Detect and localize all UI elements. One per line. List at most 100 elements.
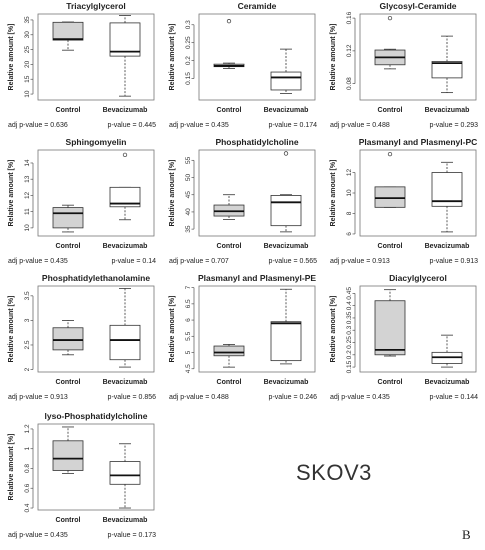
cell-line-label: SKOV3 bbox=[296, 460, 372, 485]
boxplot-svg: Phosphatidylcholine 35 40 45 50 55 Relative am… bbox=[169, 137, 318, 265]
y-tick-label: 0.6 bbox=[24, 483, 31, 492]
boxplot-svg: Diacylglycerol 0.150.20.25 0.30.350.40.45 R… bbox=[330, 273, 479, 401]
p-value: p-value = 0.246 bbox=[269, 394, 318, 401]
x-category-label: Control bbox=[378, 379, 403, 386]
outlier-point bbox=[283, 151, 289, 156]
p-value: p-value = 0.144 bbox=[430, 394, 479, 401]
y-axis-label: Relative amount [%] bbox=[8, 24, 15, 91]
p-value: p-value = 0.445 bbox=[108, 122, 157, 129]
x-category-label: Control bbox=[56, 107, 81, 114]
y-tick-label: 0.15 bbox=[346, 360, 353, 373]
chart-title: Phosphatidylethanolamine bbox=[42, 273, 150, 283]
y-tick-label: 10 bbox=[24, 90, 31, 98]
y-tick-label: 5 bbox=[185, 350, 192, 354]
x-category-label: Control bbox=[217, 107, 242, 114]
chart-title: Sphingomyelin bbox=[66, 137, 127, 147]
y-tick-label: 0.4 bbox=[346, 301, 353, 310]
y-axis-label: Relative amount [%] bbox=[330, 296, 337, 363]
y-axis-label: Relative amount [%] bbox=[169, 296, 176, 363]
y-tick-label: 1.2 bbox=[24, 424, 31, 433]
box-bevacizumab bbox=[109, 22, 141, 57]
y-tick-label: 11 bbox=[24, 208, 31, 215]
y-tick-label: 0.2 bbox=[346, 350, 353, 359]
chart-panel-diacylglycerol: Diacylglycerol 0.15 0.2 0.25 0.3 0.35 0.4 0.45 R… bbox=[326, 272, 484, 408]
x-category-label: Bevacizumab bbox=[425, 107, 470, 114]
outlier-point bbox=[387, 15, 393, 21]
plot-frame bbox=[198, 13, 316, 101]
y-tick-label: 6 bbox=[346, 232, 353, 236]
y-tick-label: 5.5 bbox=[185, 331, 192, 340]
chart-panel-plasmanyl-pe: Plasmanyl and Plasmenyl-PE 4.5 5 5.5 6 6.5 7 Re… bbox=[165, 272, 323, 408]
y-tick-label: 0.4 bbox=[24, 503, 31, 512]
chart-title: Phosphatidylcholine bbox=[215, 137, 298, 147]
y-tick-label: 0.25 bbox=[346, 336, 353, 349]
plot-frame bbox=[37, 285, 155, 373]
p-value: p-value = 0.565 bbox=[269, 258, 318, 265]
y-axis-label: Relative amount [%] bbox=[330, 24, 337, 91]
y-tick-label: 3.5 bbox=[24, 291, 31, 300]
boxplot-svg: Triacylglycerol 10 15 20 25 30 35 Relative amou… bbox=[8, 1, 157, 129]
x-category-label: Bevacizumab bbox=[264, 243, 309, 250]
box-control bbox=[52, 327, 84, 351]
outlier-point bbox=[226, 19, 232, 24]
chart-panel-glycosyl-ceramide: Glycosyl-Ceramide 0.08 0.12 0.16 Relative am… bbox=[326, 0, 484, 136]
boxplot-svg: lyso-Phosphatidylcholine 0.4 0.6 0.8 1 1.2 Rel… bbox=[8, 411, 156, 539]
y-tick-label: 6.5 bbox=[185, 299, 192, 308]
p-value: p-value = 0.913 bbox=[430, 258, 479, 265]
p-value: p-value = 0.174 bbox=[269, 122, 318, 129]
chart-panel-lyso-phosphatidylcholine: lyso-Phosphatidylcholine 0.4 0.6 0.8 1 1.2 Rel… bbox=[4, 410, 162, 546]
p-value: p-value = 0.14 bbox=[111, 258, 156, 265]
chart-title: Glycosyl-Ceramide bbox=[379, 1, 456, 11]
chart-panel-phosphatidylcholine: Phosphatidylcholine 35 40 45 50 55 Relative am… bbox=[165, 136, 323, 272]
chart-title: lyso-Phosphatidylcholine bbox=[45, 411, 148, 421]
boxplot-svg: Ceramide 0.15 0.2 0.25 0.3 Relative amount [%… bbox=[169, 1, 318, 129]
panel-letter: B bbox=[462, 527, 471, 542]
chart-panel-ceramide: Ceramide 0.15 0.2 0.25 0.3 Relative amount [%… bbox=[165, 0, 323, 136]
adj-p-value: adj p-value = 0.435 bbox=[169, 122, 229, 129]
x-category-label: Control bbox=[217, 379, 242, 386]
y-tick-label: 45 bbox=[185, 191, 192, 199]
box-control bbox=[374, 300, 406, 356]
y-axis-label: Relative amount [%] bbox=[169, 160, 176, 227]
y-tick-label: 4.5 bbox=[185, 364, 192, 373]
y-tick-label: 30 bbox=[24, 31, 31, 39]
y-tick-label: 0.25 bbox=[185, 36, 192, 49]
y-tick-label: 13 bbox=[24, 175, 31, 183]
box-control bbox=[374, 186, 406, 208]
plot-frame bbox=[37, 149, 155, 237]
x-category-label: Control bbox=[56, 243, 81, 250]
y-tick-label: 3 bbox=[24, 318, 31, 322]
box-control bbox=[52, 21, 84, 41]
adj-p-value: adj p-value = 0.913 bbox=[8, 394, 68, 401]
plot-frame bbox=[198, 149, 316, 237]
boxplot-svg: Glycosyl-Ceramide 0.08 0.12 0.16 Relative am… bbox=[330, 1, 478, 129]
y-tick-label: 8 bbox=[346, 211, 353, 215]
box-bevacizumab bbox=[109, 324, 141, 361]
y-tick-label: 2.5 bbox=[24, 340, 31, 349]
boxplot-svg: Phosphatidylethanolamine 2 2.5 3 3.5 Relative… bbox=[8, 273, 156, 401]
plot-frame bbox=[37, 423, 155, 511]
x-category-label: Bevacizumab bbox=[425, 243, 470, 250]
y-tick-label: 55 bbox=[185, 156, 192, 164]
y-axis-label: Relative amount [%] bbox=[169, 24, 176, 91]
chart-panel-sphingomyelin: Sphingomyelin 10 11 12 13 14 Relative amount [… bbox=[4, 136, 162, 272]
y-tick-label: 0.3 bbox=[346, 325, 353, 334]
y-tick-label: 15 bbox=[24, 75, 31, 83]
y-tick-label: 0.16 bbox=[346, 11, 353, 24]
y-tick-label: 0.15 bbox=[185, 72, 192, 85]
adj-p-value: adj p-value = 0.488 bbox=[169, 394, 229, 401]
chart-panel-phosphatidylethanolamine: Phosphatidylethanolamine 2 2.5 3 3.5 Relative… bbox=[4, 272, 162, 408]
chart-title: Plasmanyl and Plasmenyl-PC bbox=[359, 137, 478, 147]
box-bevacizumab bbox=[109, 186, 141, 208]
x-category-label: Bevacizumab bbox=[103, 379, 148, 386]
adj-p-value: adj p-value = 0.913 bbox=[330, 258, 390, 265]
x-category-label: Control bbox=[217, 243, 242, 250]
outlier-point bbox=[122, 152, 128, 158]
y-tick-label: 0.35 bbox=[346, 311, 353, 324]
plot-frame bbox=[198, 285, 316, 373]
box-control bbox=[52, 440, 84, 471]
adj-p-value: adj p-value = 0.636 bbox=[8, 122, 68, 129]
y-tick-label: 35 bbox=[24, 16, 31, 24]
y-tick-label: 20 bbox=[24, 60, 31, 68]
y-tick-label: 50 bbox=[185, 174, 192, 182]
